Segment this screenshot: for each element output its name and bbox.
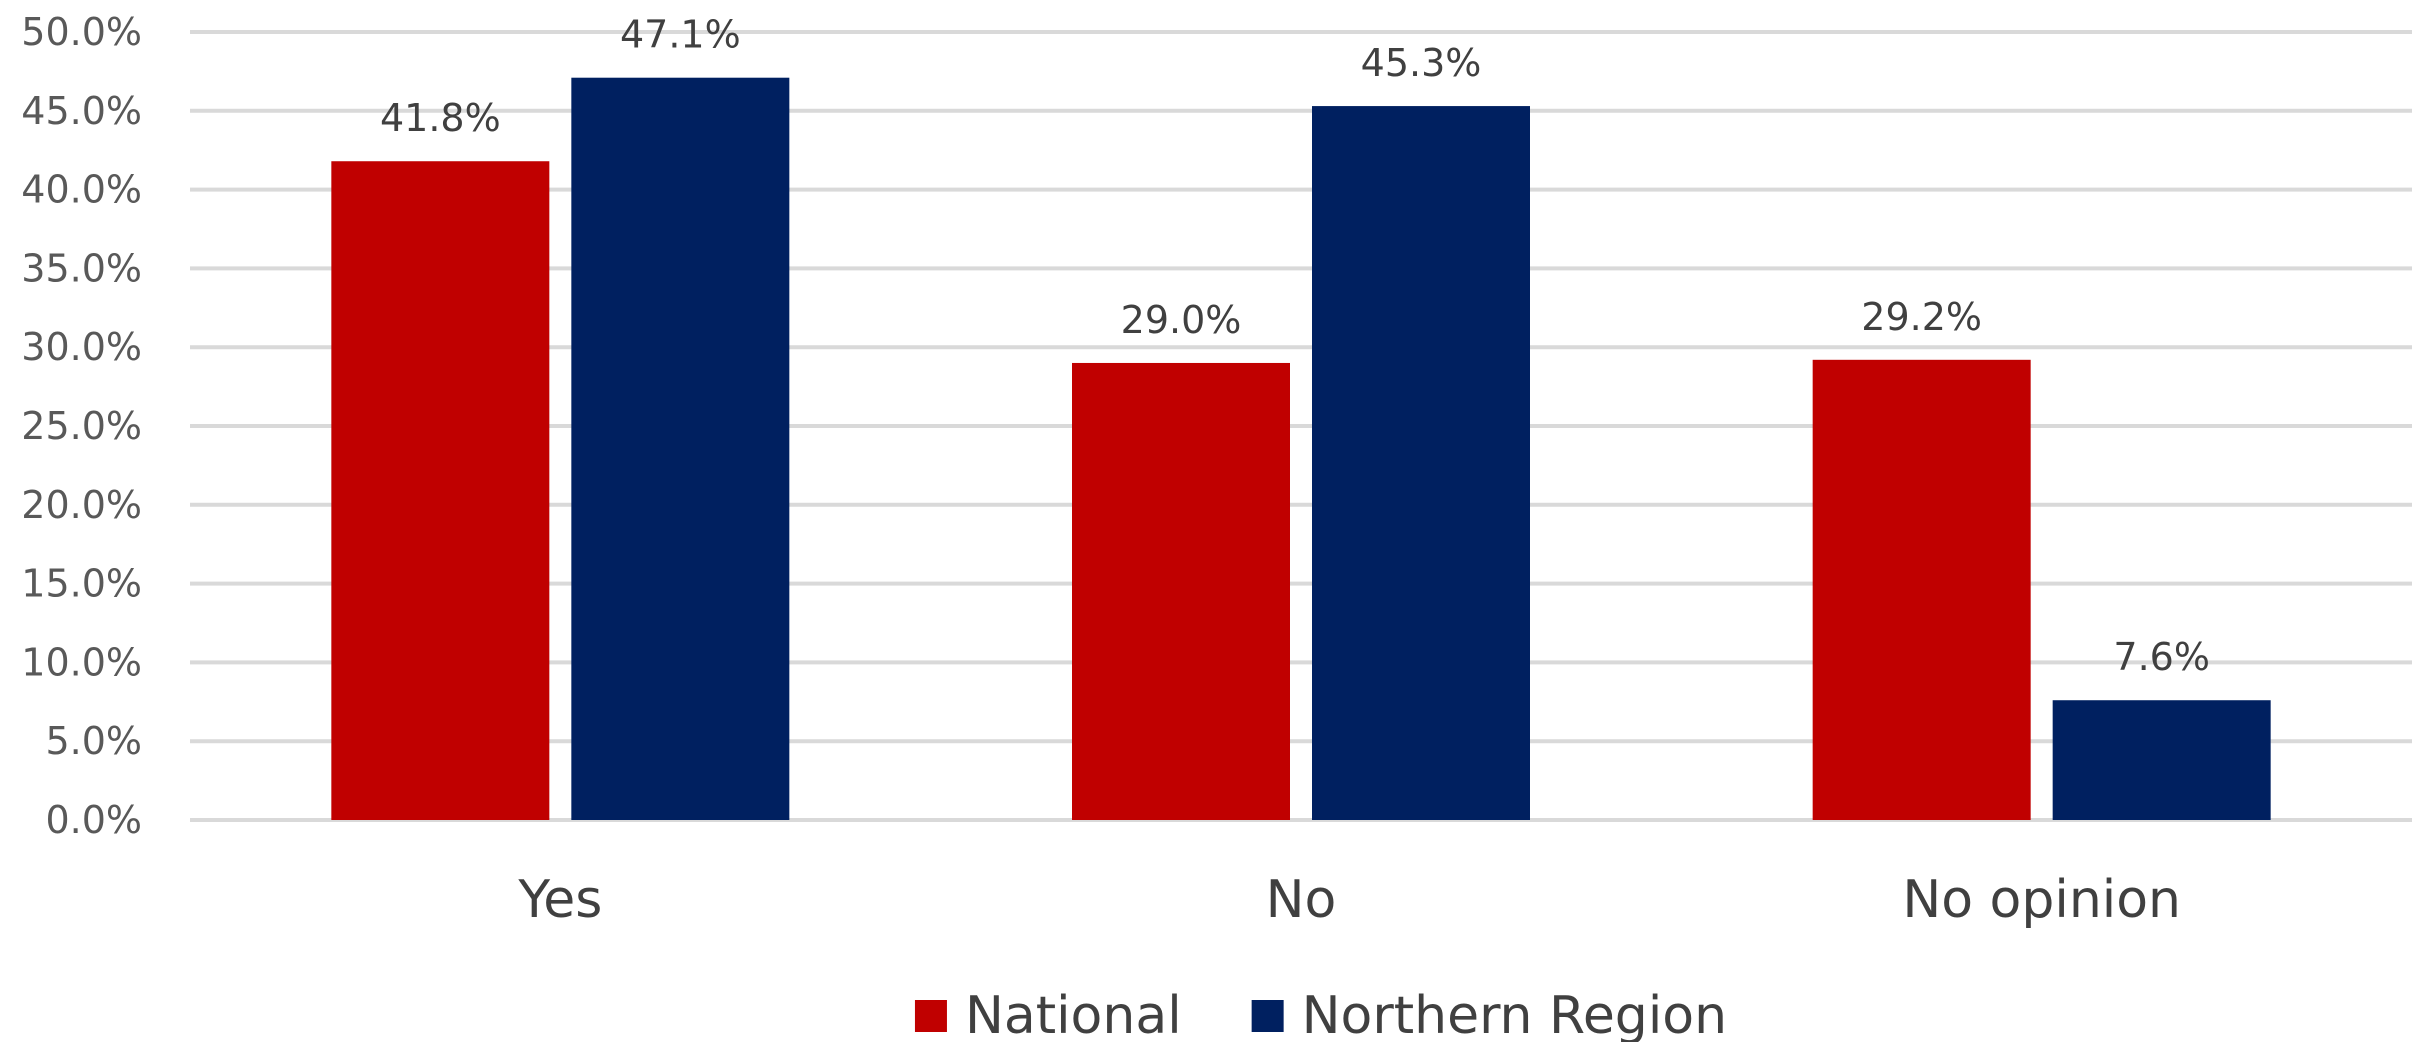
y-tick-label: 0.0%: [45, 798, 142, 842]
data-label: 7.6%: [2113, 635, 2210, 679]
y-tick-label: 20.0%: [21, 483, 142, 527]
legend-swatch: [1251, 1000, 1284, 1032]
y-axis: 0.0% 5.0% 10.0% 15.0% 20.0% 25.0% 30.0% 35.0% 40…: [21, 10, 142, 842]
legend-label: Northern Region: [1302, 986, 1727, 1042]
bar-national-yes: [331, 161, 550, 820]
legend: National Northern Region: [914, 986, 1727, 1042]
bar-northern-region-no: [1312, 106, 1530, 820]
legend-label: National: [965, 986, 1182, 1042]
x-tick-label: Yes: [517, 870, 602, 930]
y-tick-label: 30.0%: [21, 325, 142, 369]
bar-national-no-opinion: [1812, 359, 2031, 820]
bar-national-no: [1072, 362, 1290, 820]
y-tick-label: 35.0%: [21, 246, 142, 290]
legend-swatch: [914, 1000, 947, 1032]
gridlines: [190, 30, 2412, 822]
y-tick-label: 50.0%: [21, 10, 142, 54]
x-tick-label: No opinion: [1902, 870, 2181, 930]
y-tick-label: 45.0%: [21, 89, 142, 133]
y-tick-label: 15.0%: [21, 562, 142, 606]
y-tick-label: 10.0%: [21, 640, 142, 684]
bars: [331, 77, 2271, 821]
y-tick-label: 40.0%: [21, 168, 142, 212]
bar-northern-region-yes: [571, 77, 790, 821]
x-tick-label: No: [1266, 870, 1337, 930]
data-label: 41.8%: [380, 96, 501, 140]
data-label: 29.0%: [1121, 298, 1242, 342]
y-tick-label: 5.0%: [45, 719, 142, 763]
y-tick-label: 25.0%: [21, 404, 142, 448]
data-label: 47.1%: [620, 13, 741, 57]
x-axis: Yes No No opinion: [517, 870, 2181, 930]
data-label: 29.2%: [1861, 295, 1982, 339]
data-label: 45.3%: [1361, 41, 1482, 85]
bar-northern-region-no-opinion: [2052, 700, 2271, 820]
data-labels: 41.8% 47.1% 29.0% 45.3% 29.2% 7.6%: [380, 13, 2210, 680]
